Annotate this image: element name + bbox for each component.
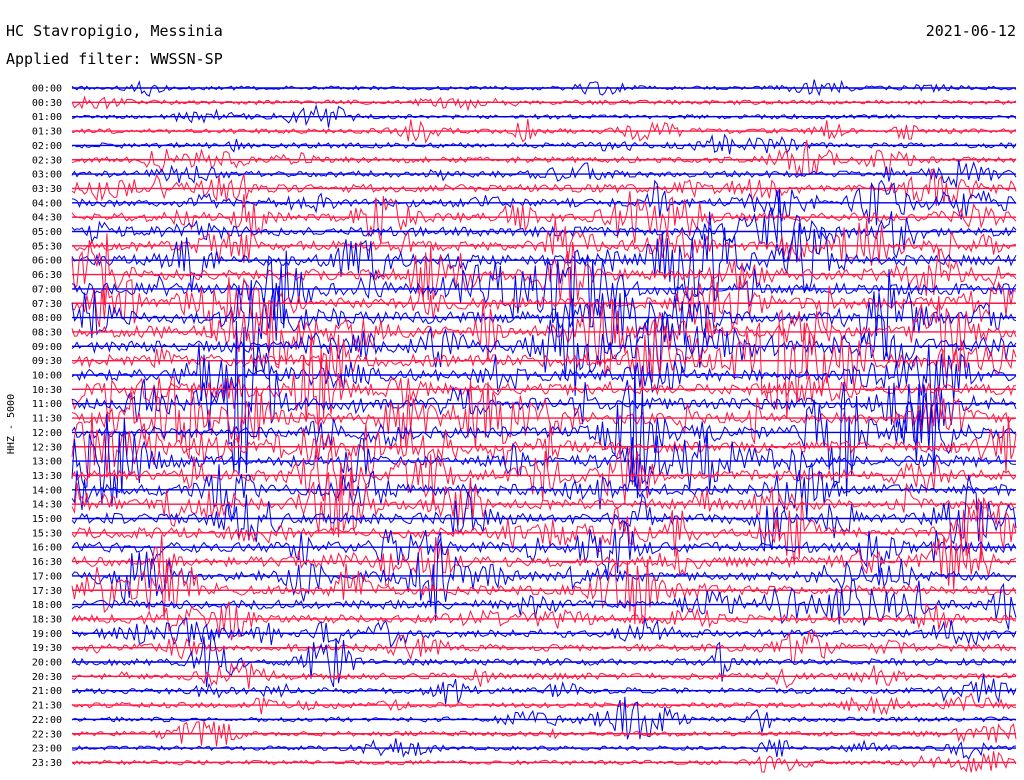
trace-row <box>71 275 1017 337</box>
trace-row <box>71 168 1017 207</box>
trace-row <box>71 133 1017 155</box>
time-label: 13:30 <box>32 471 62 482</box>
time-label: 15:00 <box>32 514 62 525</box>
trace-row <box>71 233 1017 307</box>
trace-row <box>71 365 1017 499</box>
channel-label: HHZ - 5000 <box>6 394 17 454</box>
time-label: 12:30 <box>32 442 62 453</box>
time-label: 20:00 <box>32 658 62 669</box>
time-label: 06:00 <box>32 256 62 267</box>
trace-row <box>71 413 1017 507</box>
trace-row <box>71 601 1017 641</box>
time-label: 21:00 <box>32 686 62 697</box>
time-label: 22:00 <box>32 715 62 726</box>
time-label: 14:30 <box>32 500 62 511</box>
time-label: 22:30 <box>32 729 62 740</box>
trace-row <box>71 531 1017 622</box>
time-label: 06:30 <box>32 270 62 281</box>
time-label: 16:30 <box>32 557 62 568</box>
time-label: 03:30 <box>32 184 62 195</box>
time-label: 03:00 <box>32 170 62 181</box>
time-label: 19:30 <box>32 643 62 654</box>
trace-row <box>71 297 1017 396</box>
time-label: 00:30 <box>32 98 62 109</box>
trace-row <box>71 103 1017 128</box>
time-label: 16:00 <box>32 543 62 554</box>
trace-row <box>71 343 1017 409</box>
trace-row <box>71 519 1017 576</box>
time-label: 18:00 <box>32 600 62 611</box>
trace-row <box>71 179 1017 226</box>
trace-row <box>71 660 1017 689</box>
time-label: 08:00 <box>32 313 62 324</box>
time-label: 01:30 <box>32 127 62 138</box>
time-label: 20:30 <box>32 672 62 683</box>
time-label: 02:00 <box>32 141 62 152</box>
time-label: 15:30 <box>32 528 62 539</box>
time-label: 07:30 <box>32 299 62 310</box>
trace-row <box>71 534 1017 591</box>
time-label: 09:00 <box>32 342 62 353</box>
time-label: 07:00 <box>32 284 62 295</box>
time-label: 02:30 <box>32 155 62 166</box>
seismogram-traces <box>71 79 1017 773</box>
trace-row <box>71 696 1017 740</box>
time-label: 23:00 <box>32 744 62 755</box>
time-label: 10:00 <box>32 371 62 382</box>
date-label: 2021-06-12 <box>926 22 1016 40</box>
time-label: 21:30 <box>32 701 62 712</box>
time-label: 10:30 <box>32 385 62 396</box>
trace-row <box>71 412 1017 478</box>
time-label: 11:30 <box>32 414 62 425</box>
trace-row <box>71 497 1017 565</box>
trace-row <box>71 218 1017 269</box>
time-label: 18:30 <box>32 614 62 625</box>
time-label: 14:00 <box>32 485 62 496</box>
time-label: 12:00 <box>32 428 62 439</box>
time-label: 04:30 <box>32 213 62 224</box>
filter-label: Applied filter: WWSSN-SP <box>6 50 223 68</box>
trace-row <box>71 334 1017 435</box>
trace-row <box>71 469 1016 538</box>
time-label: 05:00 <box>32 227 62 238</box>
time-axis-labels: 00:00 00:30 01:00 01:30 02:00 02:30 03:00 03:30… <box>32 84 62 769</box>
station-title: HC Stavropigio, Messinia <box>6 22 223 40</box>
time-label: 00:00 <box>32 84 62 95</box>
time-label: 11:00 <box>32 399 62 410</box>
time-label: 01:00 <box>32 112 62 123</box>
time-label: 04:00 <box>32 198 62 209</box>
trace-row <box>71 674 1017 705</box>
time-label: 05:30 <box>32 241 62 252</box>
trace-row <box>71 375 1017 460</box>
time-label: 13:00 <box>32 457 62 468</box>
trace-row <box>71 95 1017 112</box>
time-label: 19:00 <box>32 629 62 640</box>
time-label: 17:00 <box>32 571 62 582</box>
time-label: 17:30 <box>32 586 62 597</box>
trace-row <box>71 692 1017 716</box>
time-label: 08:30 <box>32 327 62 338</box>
time-label: 23:30 <box>32 758 62 769</box>
time-label: 09:30 <box>32 356 62 367</box>
trace-row <box>71 159 1017 188</box>
trace-row <box>71 617 1017 649</box>
